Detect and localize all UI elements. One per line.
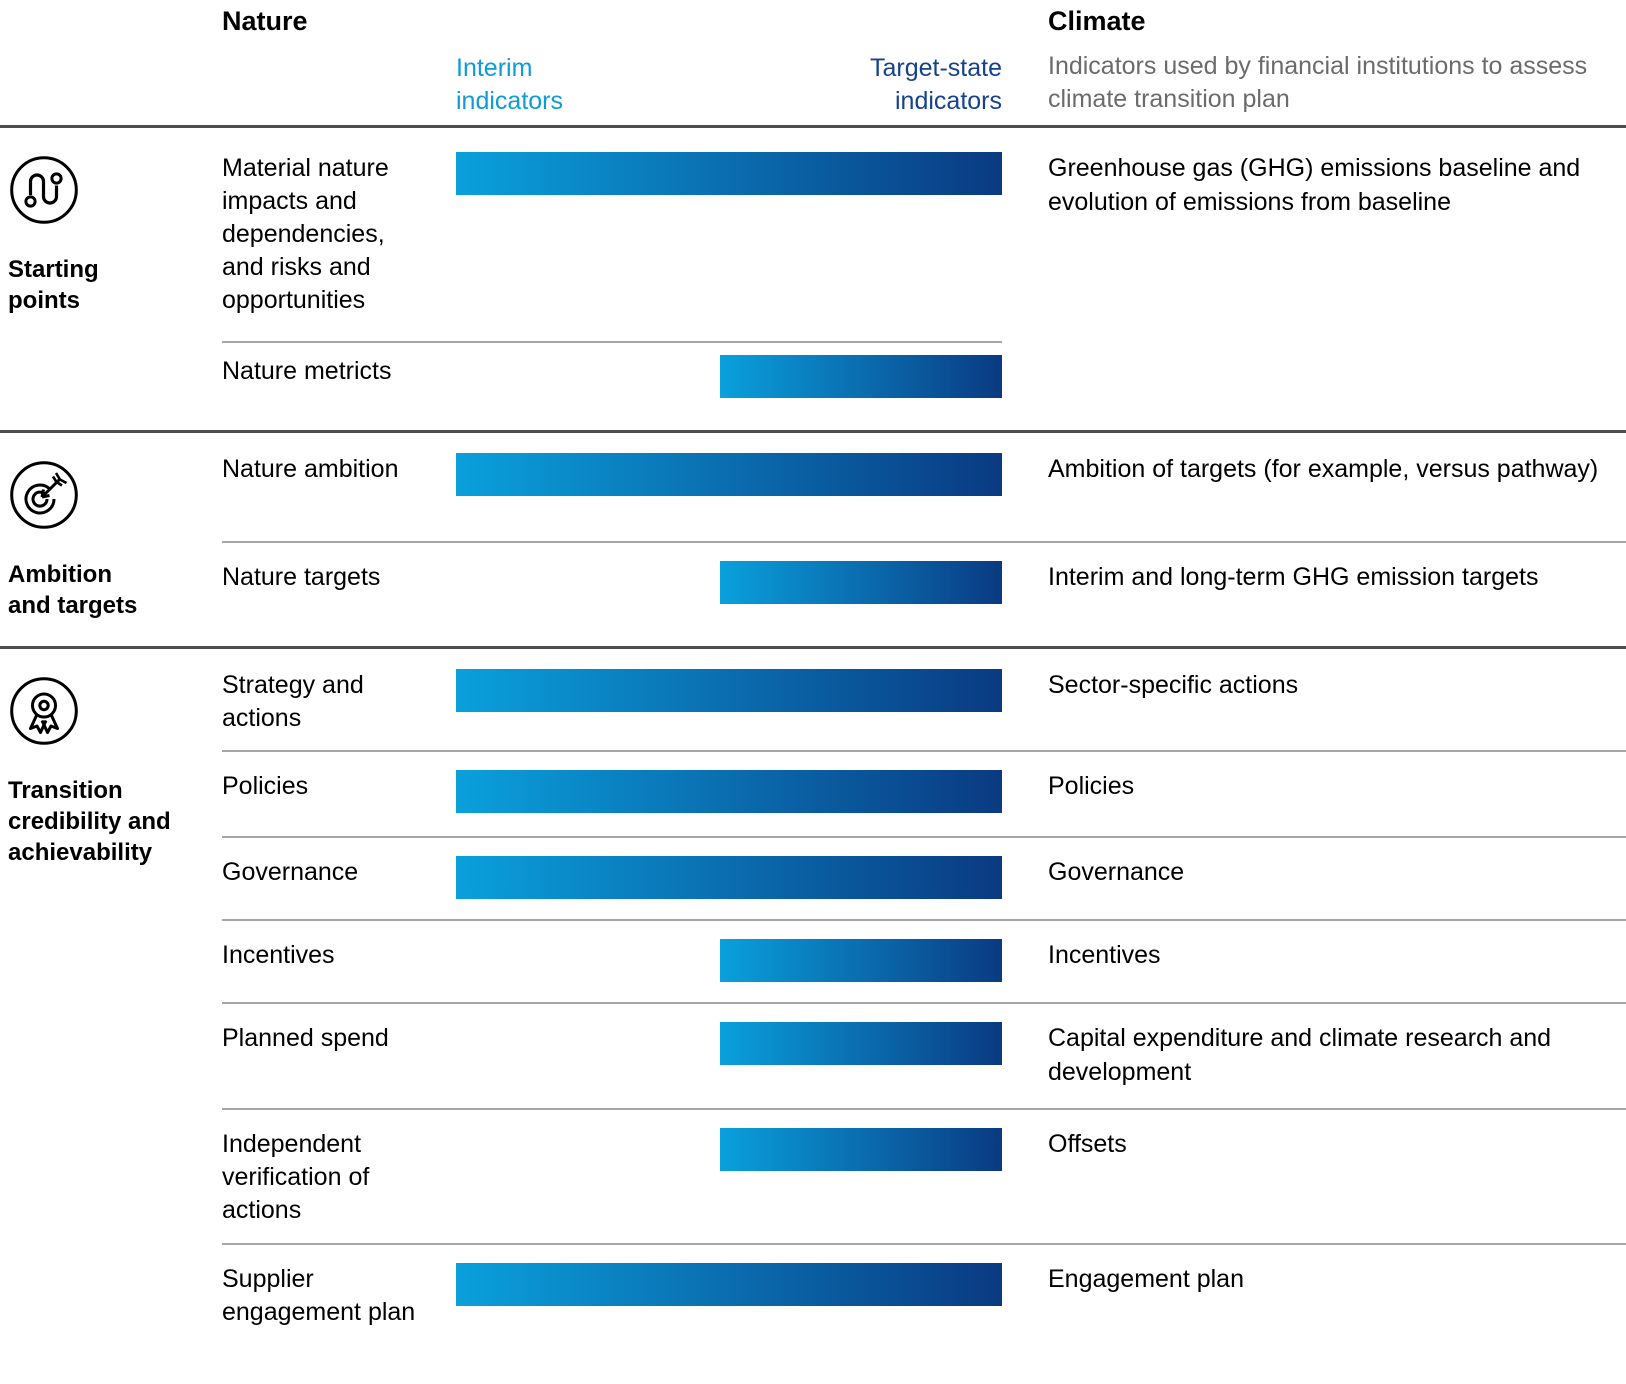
- nature-row-label: Governance: [222, 858, 359, 886]
- indicator-bar-full-span: [456, 152, 1002, 195]
- climate-cell: Policies: [1048, 772, 1135, 800]
- table-row: Policies Policies: [222, 750, 1626, 836]
- indicator-bar-full-span: [456, 669, 1002, 712]
- section-rows: Strategy and actions Sector-specific acti…: [222, 649, 1626, 1375]
- nature-row-label: Nature metricts: [222, 357, 392, 385]
- interim-indicators-label: Interim indicators: [456, 54, 563, 115]
- climate-column-header: Climate Indicators used by financial ins…: [1002, 0, 1626, 125]
- bar-cell: [456, 770, 1002, 836]
- indicator-bar-target-state: [720, 1022, 1002, 1065]
- bar-cell: [456, 152, 1002, 341]
- route-icon: [8, 154, 204, 226]
- indicator-bar-full-span: [456, 453, 1002, 496]
- bar-cell: [456, 856, 1002, 919]
- table-row: Nature targets Interim and long-term GHG …: [222, 541, 1626, 646]
- climate-column-title: Climate: [1048, 6, 1146, 36]
- climate-cell: Engagement plan: [1048, 1265, 1244, 1293]
- indicator-bar-full-span: [456, 856, 1002, 899]
- award-icon: [8, 675, 204, 747]
- nature-column-header: Nature: [222, 0, 456, 125]
- nature-row-label: Independent verification of actions: [222, 1130, 370, 1224]
- climate-cell: Interim and long-term GHG emission targe…: [1048, 563, 1539, 591]
- climate-cell: Ambition of targets (for example, versus…: [1048, 455, 1599, 483]
- table-row: Nature metricts: [222, 341, 1626, 430]
- section-label: Transition credibility and achievability: [8, 777, 171, 867]
- section-header-transition-credibility: Transition credibility and achievability: [0, 649, 222, 1375]
- nature-row-label: Nature ambition: [222, 455, 399, 483]
- section-ambition-and: Ambition and targets Nature ambition Ambit…: [0, 430, 1626, 646]
- nature-row-label: Material nature impacts and dependencies…: [222, 154, 389, 314]
- table-row: Strategy and actions Sector-specific acti…: [222, 649, 1626, 750]
- nature-row-label: Policies: [222, 772, 309, 800]
- section-header-starting-points: Starting points: [0, 128, 222, 430]
- climate-cell: Greenhouse gas (GHG) emissions baseline …: [1048, 154, 1581, 216]
- table-header: Nature Interim indicators Target-state i…: [0, 0, 1626, 125]
- climate-cell: [1002, 355, 1626, 430]
- bar-cell: [456, 1022, 1002, 1108]
- bar-cell: [456, 453, 1002, 541]
- sections-container: Starting points Material nature impacts a…: [0, 125, 1626, 1375]
- climate-cell: Incentives: [1048, 941, 1161, 969]
- indicator-bar-target-state: [720, 939, 1002, 982]
- table-row: Planned spend Capital expenditure and cli…: [222, 1002, 1626, 1108]
- nature-row-label: Strategy and actions: [222, 671, 364, 732]
- section-label: Ambition and targets: [8, 561, 138, 620]
- indicator-bar-target-state: [720, 355, 1002, 398]
- indicator-bar-full-span: [456, 770, 1002, 813]
- bar-cell: [456, 561, 1002, 646]
- climate-subtitle: Indicators used by financial institution…: [1048, 52, 1588, 113]
- indicator-bar-target-state: [720, 1128, 1002, 1171]
- section-rows: Nature ambition Ambition of targets (for …: [222, 433, 1626, 646]
- target-state-indicators-label: Target-state indicators: [869, 54, 1002, 115]
- climate-cell: Governance: [1048, 858, 1185, 886]
- table-row: Governance Governance: [222, 836, 1626, 919]
- climate-cell: Offsets: [1048, 1130, 1127, 1158]
- bar-cell: [456, 1263, 1002, 1375]
- nature-column-title: Nature: [222, 6, 308, 36]
- section-rows: Material nature impacts and dependencies…: [222, 128, 1626, 430]
- indicator-bar-full-span: [456, 1263, 1002, 1306]
- bar-cell: [456, 355, 1002, 430]
- climate-cell: Sector-specific actions: [1048, 671, 1299, 699]
- nature-row-label: Supplier engagement plan: [222, 1265, 416, 1326]
- bar-cell: [456, 1128, 1002, 1243]
- climate-cell: Capital expenditure and climate research…: [1048, 1024, 1552, 1086]
- table-row: Incentives Incentives: [222, 919, 1626, 1002]
- table-row: Material nature impacts and dependencies…: [222, 128, 1626, 341]
- table-row: Nature ambition Ambition of targets (for …: [222, 433, 1626, 541]
- bar-cell: [456, 669, 1002, 750]
- section-transition-credibility: Transition credibility and achievability…: [0, 646, 1626, 1375]
- bar-cell: [456, 939, 1002, 1002]
- target-icon: [8, 459, 204, 531]
- table-row: Supplier engagement plan Engagement plan: [222, 1243, 1626, 1375]
- bar-scale-header: Interim indicators Target-state indicato…: [456, 0, 1002, 125]
- section-header-ambition-and: Ambition and targets: [0, 433, 222, 646]
- nature-row-label: Incentives: [222, 941, 335, 969]
- nature-row-label: Planned spend: [222, 1024, 389, 1052]
- header-spacer: [0, 0, 222, 125]
- nature-row-label: Nature targets: [222, 563, 381, 591]
- table-row: Independent verification of actions Offse…: [222, 1108, 1626, 1243]
- section-starting-points: Starting points Material nature impacts a…: [0, 125, 1626, 430]
- section-label: Starting points: [8, 256, 99, 315]
- indicator-bar-target-state: [720, 561, 1002, 604]
